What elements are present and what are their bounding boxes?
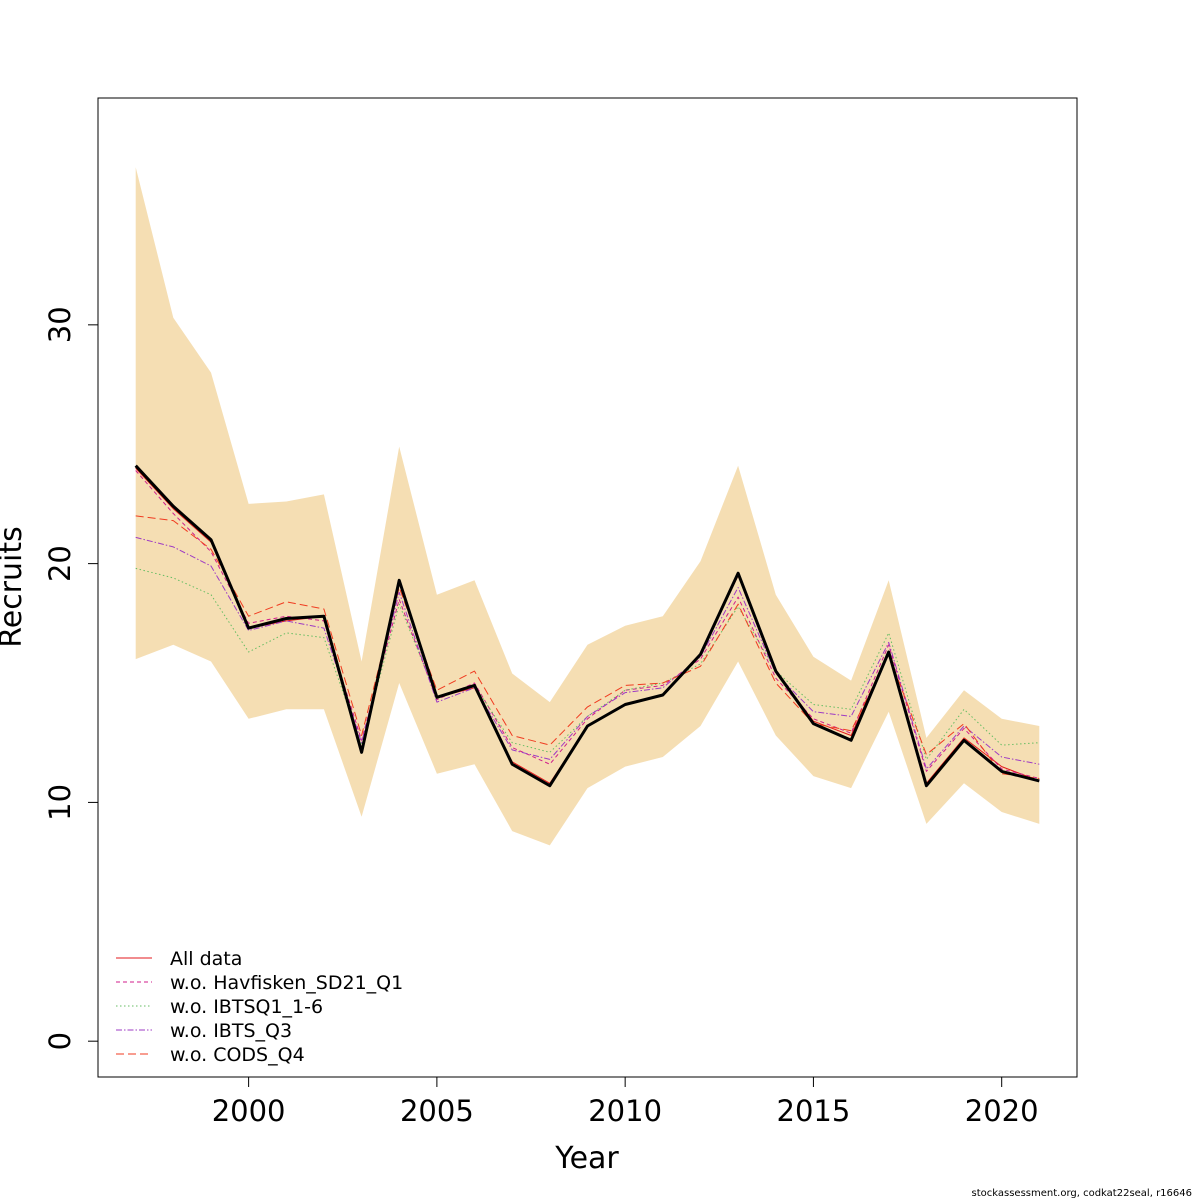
y-tick-label: 10: [43, 784, 77, 821]
legend-label: w.o. CODS_Q4: [170, 1044, 305, 1066]
series-line-2: [135, 470, 1040, 779]
x-tick-label: 2020: [965, 1094, 1039, 1128]
y-tick-label: 30: [43, 306, 77, 343]
x-tick-label: 2000: [212, 1094, 286, 1128]
confidence-band: [135, 167, 1040, 846]
x-tick-label: 2015: [777, 1094, 851, 1128]
legend-label: w.o. Havfisken_SD21_Q1: [170, 972, 403, 994]
y-axis-title: Recruits: [0, 526, 29, 648]
y-tick-label: 0: [43, 1032, 77, 1050]
y-axis: 0 10 20 30: [43, 306, 99, 1050]
x-axis: 2000 2005 2010 2015 2020: [212, 1076, 1039, 1128]
confidence-band-layer: [135, 167, 1040, 846]
y-tick-label: 20: [43, 545, 77, 582]
series-line-5: [135, 515, 1040, 779]
series-line-4: [135, 536, 1040, 770]
x-tick-label: 2010: [588, 1094, 662, 1128]
legend-label: w.o. IBTSQ1_1-6: [170, 996, 323, 1018]
legend-label: All data: [170, 948, 242, 970]
legend-label: w.o. IBTS_Q3: [170, 1020, 292, 1042]
x-tick-label: 2005: [400, 1094, 474, 1128]
series-line-estimate: [134, 464, 1040, 788]
x-axis-title: Year: [554, 1141, 619, 1176]
credit-text: stockassessment.org, codkat22seal, r1664…: [972, 1188, 1192, 1199]
series-layer: [134, 464, 1040, 788]
